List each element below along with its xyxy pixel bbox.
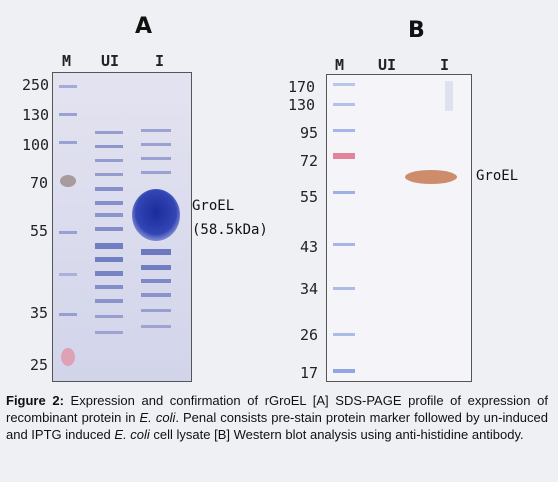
panel-a-mw-25: 25	[30, 356, 49, 374]
caption-text-1: Expression and confirmation of rGroEL [A…	[6, 393, 548, 425]
panel-b-mw-26: 26	[300, 326, 319, 344]
caption-ecoli-1: E. coli	[139, 410, 176, 425]
panel-b-lane-m: M	[335, 56, 345, 74]
panel-b-mw-43: 43	[300, 238, 319, 256]
panel-b-mw-170: 170	[288, 78, 316, 96]
panel-a-lane-i: I	[155, 52, 165, 70]
panel-a-mw-35: 35	[30, 304, 49, 322]
panel-b-mw-72: 72	[300, 152, 319, 170]
panel-a-mw-250: 250	[22, 76, 50, 94]
panel-a-groel-size: (58.5kDa)	[192, 222, 268, 238]
panel-b-membrane	[326, 74, 472, 382]
panel-a-mw-100: 100	[22, 136, 50, 154]
panel-a-mw-70: 70	[30, 174, 49, 192]
panel-b-lane-i: I	[440, 56, 450, 74]
figure-caption: Figure 2: Expression and confirmation of…	[6, 392, 548, 476]
caption-ecoli-2: E. coli	[114, 427, 150, 442]
caption-text-3: cell lysate [B] Western blot analysis us…	[149, 427, 524, 442]
panel-a-mw-130: 130	[22, 106, 50, 124]
panel-a-groel-label: GroEL	[192, 198, 235, 214]
sds-page-gel-image	[53, 73, 191, 381]
western-blot-image	[327, 75, 471, 381]
caption-label: Figure 2:	[6, 393, 64, 408]
panel-b-mw-130: 130	[288, 96, 316, 114]
panel-a-lane-ui: UI	[101, 52, 120, 70]
panel-b-mw-17: 17	[300, 364, 319, 382]
panel-a-title: A	[135, 14, 153, 39]
panel-b-groel-label: GroEL	[476, 168, 519, 184]
panel-a-gel	[52, 72, 192, 382]
panel-b-title: B	[408, 18, 425, 43]
panel-b-lane-ui: UI	[378, 56, 397, 74]
panel-b-mw-34: 34	[300, 280, 319, 298]
panel-a-mw-55: 55	[30, 222, 49, 240]
panel-a-lane-m: M	[62, 52, 72, 70]
panel-b-mw-95: 95	[300, 124, 319, 142]
caption-text-2: . Penal consists pre-stain protein marke…	[6, 410, 548, 442]
panel-b-mw-55: 55	[300, 188, 319, 206]
